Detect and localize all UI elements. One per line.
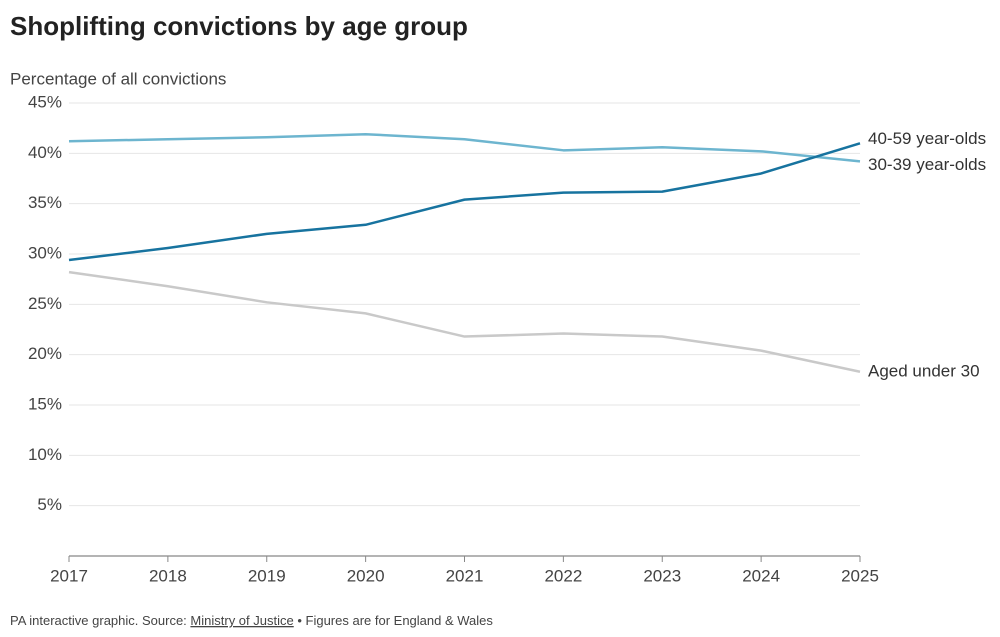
source-link[interactable]: Ministry of Justice — [190, 613, 293, 628]
y-tick-label: 15% — [28, 394, 62, 413]
footer: PA interactive graphic. Source: Ministry… — [10, 613, 493, 628]
x-tick-label: 2022 — [544, 566, 582, 585]
x-tick-label: 2025 — [841, 566, 879, 585]
y-tick-label: 45% — [28, 92, 62, 111]
y-tick-label: 10% — [28, 445, 62, 464]
y-tick-label: 30% — [28, 243, 62, 262]
series-label: 40-59 year-olds — [868, 129, 986, 148]
x-tick-label: 2024 — [742, 566, 780, 585]
series-line — [68, 270, 861, 374]
x-tick-label: 2019 — [248, 566, 286, 585]
x-tick-label: 2023 — [643, 566, 681, 585]
series-label: 30-39 year-olds — [868, 155, 986, 174]
x-tick-label: 2017 — [50, 566, 88, 585]
footer-prefix: PA interactive graphic. Source: — [10, 613, 190, 628]
x-tick-label: 2018 — [149, 566, 187, 585]
y-tick-label: 5% — [37, 495, 62, 514]
chart-title: Shoplifting convictions by age group — [10, 11, 468, 41]
y-tick-label: 20% — [28, 344, 62, 363]
x-tick-label: 2021 — [446, 566, 484, 585]
y-tick-label: 40% — [28, 143, 62, 162]
series-line — [68, 132, 861, 163]
y-tick-label: 25% — [28, 294, 62, 313]
series-label: Aged under 30 — [868, 361, 980, 380]
footer-suffix: • Figures are for England & Wales — [294, 613, 494, 628]
y-axis-label: Percentage of all convictions — [10, 69, 226, 88]
x-tick-label: 2020 — [347, 566, 385, 585]
y-tick-label: 35% — [28, 193, 62, 212]
series-line — [68, 142, 861, 262]
